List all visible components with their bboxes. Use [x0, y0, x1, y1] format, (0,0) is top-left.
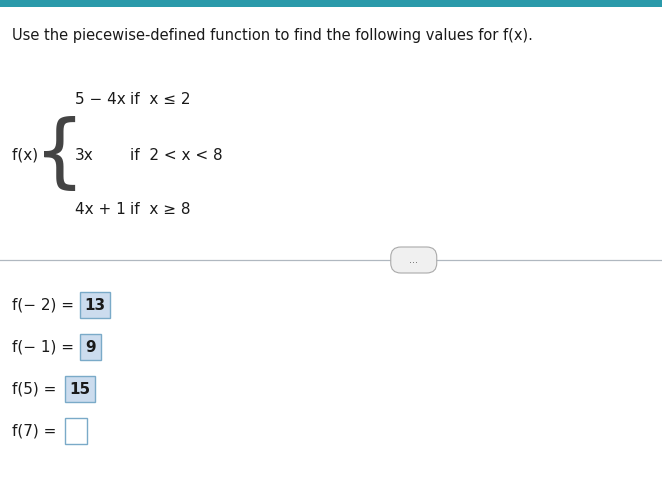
Text: {: { [34, 116, 85, 194]
FancyBboxPatch shape [79, 334, 101, 360]
Text: 15: 15 [69, 381, 90, 397]
Text: f(7) =: f(7) = [12, 424, 62, 439]
Text: 3x: 3x [75, 147, 94, 162]
Text: if  x ≤ 2: if x ≤ 2 [130, 93, 191, 107]
FancyBboxPatch shape [64, 376, 95, 402]
Text: 9: 9 [85, 339, 96, 354]
FancyBboxPatch shape [64, 418, 87, 444]
Bar [0, 0, 662, 7]
FancyBboxPatch shape [391, 247, 437, 273]
Text: if  x ≥ 8: if x ≥ 8 [130, 202, 191, 217]
Text: if  2 < x < 8: if 2 < x < 8 [130, 147, 222, 162]
Text: f(− 1) =: f(− 1) = [12, 339, 79, 354]
Text: f(− 2) =: f(− 2) = [12, 297, 79, 312]
Text: Use the piecewise-defined function to find the following values for f(x).: Use the piecewise-defined function to fi… [12, 28, 533, 43]
Text: f(5) =: f(5) = [12, 381, 62, 397]
Text: ...: ... [409, 255, 418, 265]
FancyBboxPatch shape [79, 292, 109, 318]
Text: f(x) =: f(x) = [12, 147, 61, 162]
Text: 4x + 1: 4x + 1 [75, 202, 126, 217]
Text: 13: 13 [84, 297, 105, 312]
Text: 5 − 4x: 5 − 4x [75, 93, 126, 107]
